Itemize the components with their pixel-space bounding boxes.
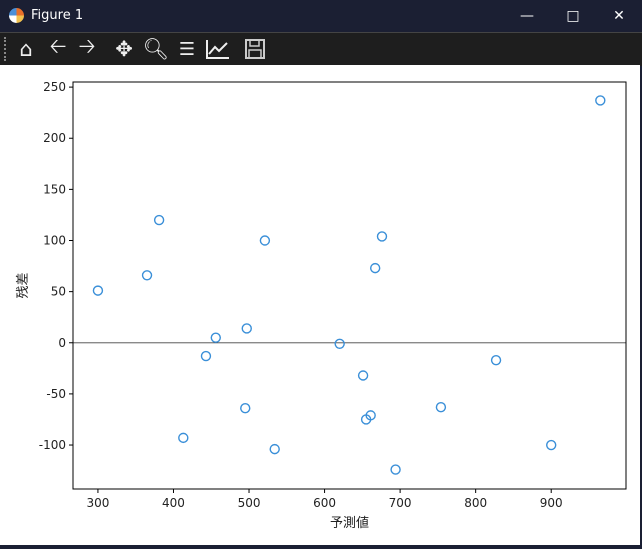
- window-title: Figure 1: [31, 8, 84, 23]
- edit-axes-icon[interactable]: [205, 36, 231, 62]
- data-point: [269, 443, 280, 455]
- data-point: [210, 332, 221, 343]
- data-point: [376, 231, 388, 242]
- data-point: [259, 235, 271, 246]
- close-button[interactable]: ✕: [613, 8, 625, 24]
- y-tick-label: 0: [58, 336, 66, 350]
- data-point: [334, 338, 345, 349]
- x-tick-label: 400: [162, 496, 185, 510]
- data-point: [153, 214, 165, 226]
- matplotlib-logo-icon: [9, 8, 24, 23]
- x-tick-label: 300: [86, 496, 109, 510]
- forward-icon[interactable]: 🡢: [78, 33, 96, 58]
- data-point: [200, 350, 212, 362]
- y-tick-label: 200: [43, 131, 66, 145]
- minimize-button[interactable]: —: [520, 8, 534, 24]
- data-point: [435, 401, 447, 413]
- pan-icon[interactable]: ✥: [115, 37, 133, 61]
- data-point: [595, 95, 606, 106]
- x-axis-label: 予測値: [330, 515, 369, 531]
- data-point: [365, 410, 376, 421]
- data-point: [546, 439, 557, 451]
- data-point: [390, 464, 401, 475]
- configure-subplots-icon[interactable]: ☰: [178, 38, 196, 60]
- data-point: [141, 270, 153, 281]
- x-tick-label: 700: [389, 496, 412, 510]
- data-point: [178, 432, 189, 444]
- home-icon[interactable]: ⌂: [19, 37, 33, 61]
- y-tick-label: 100: [43, 234, 66, 248]
- data-point: [490, 354, 502, 366]
- y-tick-label: -50: [46, 387, 66, 401]
- x-tick-label: 900: [540, 496, 563, 510]
- y-tick-label: -100: [39, 438, 66, 452]
- zoom-icon[interactable]: 🔍︎: [142, 36, 170, 61]
- back-icon[interactable]: 🡠: [49, 33, 67, 58]
- x-tick-label: 500: [238, 496, 261, 510]
- data-point: [357, 370, 369, 381]
- data-point: [369, 262, 381, 274]
- x-tick-label: 600: [313, 496, 336, 510]
- title-bar: Figure 1 — □ ✕: [0, 0, 642, 32]
- figure-canvas[interactable]: 300 400 500 600 700 800 900 -100 -50 0 50 100 150 200…: [0, 65, 640, 545]
- scatter-chart: 300 400 500 600 700 800 900 -100 -50 0 50 100 150 200…: [16, 80, 627, 531]
- navigation-toolbar: ⌂ 🡠 🡢 ✥ 🔍︎ ☰: [0, 32, 642, 66]
- y-axis-label: 残差: [16, 272, 31, 298]
- y-tick-label: 250: [43, 80, 66, 94]
- save-icon[interactable]: [242, 36, 268, 62]
- maximize-button[interactable]: □: [566, 8, 580, 24]
- y-tick-label: 150: [43, 182, 66, 196]
- y-tick-label: 50: [51, 285, 66, 299]
- x-tick-label: 800: [464, 496, 487, 510]
- data-point: [241, 323, 252, 334]
- toolbar-grip[interactable]: [4, 37, 6, 61]
- data-point: [92, 285, 104, 296]
- data-point: [240, 403, 251, 414]
- plot-frame: [72, 81, 627, 490]
